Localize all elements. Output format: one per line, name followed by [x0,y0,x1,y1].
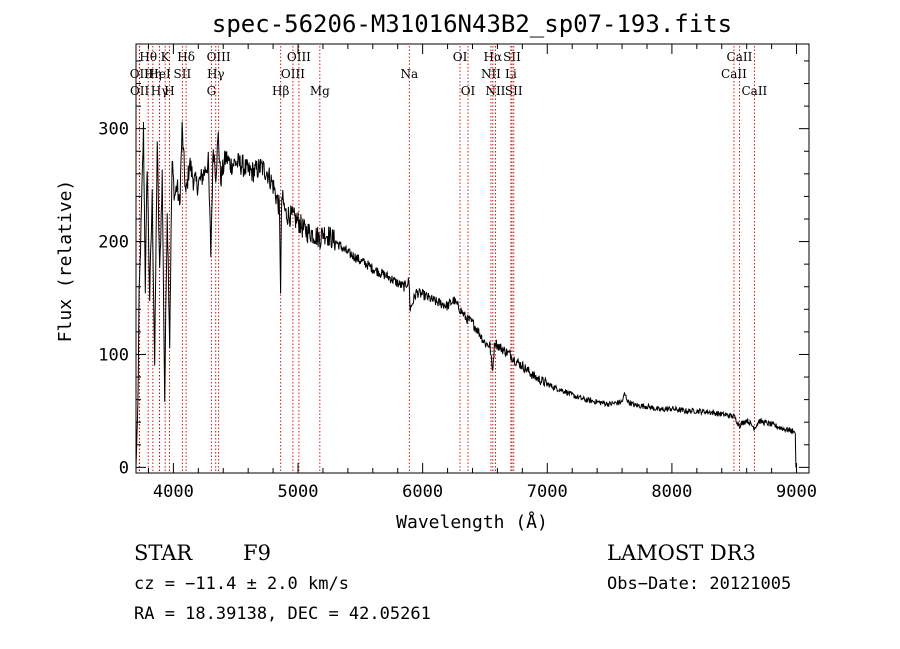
line-label: Hη [144,67,162,81]
x-tick-label: 6000 [402,482,443,502]
line-label: OI [453,50,468,64]
line-label: Hγ [151,84,169,98]
object-subclass: F9 [243,541,271,565]
object-class: STAR [134,541,193,565]
spectrum-line [135,121,797,468]
y-tick-label: 100 [98,345,129,365]
y-axis-label: Flux (relative) [55,180,76,343]
line-label: Hδ [177,50,195,64]
line-label: Na [400,67,418,81]
line-label: SII [174,67,192,81]
line-label: OIII [207,50,231,64]
line-label: OII [130,84,150,98]
line-label: CaII [741,84,767,98]
line-label: NII [485,84,505,98]
line-label: Li [505,67,517,81]
y-tick-label: 300 [98,120,129,140]
line-label: K [161,50,171,64]
line-label: Hβ [272,84,289,98]
line-label: HeI [148,67,171,81]
plot-frame [135,43,810,474]
chart-title: spec-56206-M31016N43B2_sp07-193.fits [212,10,732,38]
line-label: Hθ [139,50,157,64]
obs-date: Obs−Date: 20121005 [607,574,791,594]
line-label: Mg [310,84,330,98]
line-label: OI [461,84,476,98]
survey-name: LAMOST DR3 [607,541,756,565]
line-label: CaII [727,50,753,64]
line-label: Hα [484,50,503,64]
line-label: G [207,84,217,98]
x-tick-label: 4000 [153,482,194,502]
x-tick-label: 8000 [651,482,692,502]
line-label: SII [503,50,521,64]
spectrum-series [135,121,797,468]
line-label: SII [505,84,523,98]
redshift-readout: cz = −11.4 ± 2.0 km/s [134,574,349,594]
axis-ticks: 4000 5000 6000 7000 8000 9000 0 100 200 300 [98,44,817,502]
y-tick-label: 200 [98,233,129,253]
y-tick-label: 0 [119,458,129,478]
ra-dec-readout: RA = 18.39138, DEC = 42.05261 [134,604,431,624]
x-axis-label: Wavelength (Å) [396,511,548,533]
line-label: OIII [287,50,311,64]
x-tick-label: 5000 [278,482,319,502]
line-label: OIII [281,67,305,81]
line-label: NII [481,67,501,81]
x-tick-label: 7000 [527,482,568,502]
line-label: CaII [721,67,747,81]
line-label: H [164,84,174,98]
x-tick-label: 9000 [776,482,817,502]
line-label: Hγ [207,67,225,81]
